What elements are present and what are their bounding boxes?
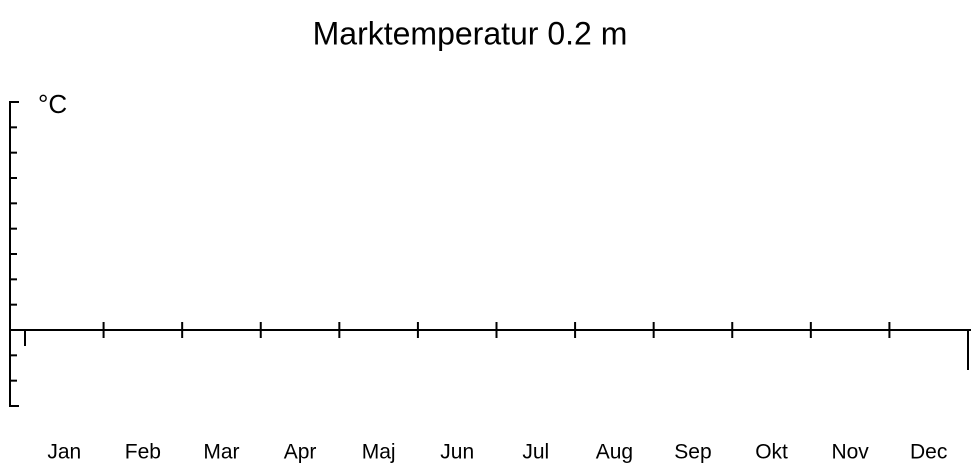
x-tick-label: Jan [47,441,81,464]
x-tick-label: Jul [522,441,549,464]
x-tick-label: Aug [596,441,633,464]
chart-title: Marktemperatur 0.2 m [313,15,628,51]
x-tick-label: Nov [831,441,869,464]
y-axis-unit: °C [38,89,67,119]
x-tick-label: Feb [125,441,161,464]
x-tick-label: Jun [440,441,474,464]
x-tick-label: Okt [755,441,788,464]
x-tick-label: Dec [910,441,947,464]
x-tick-label: Maj [362,441,396,464]
x-tick-label: Sep [674,441,711,464]
x-tick-label: Apr [284,441,317,464]
x-tick-label: Mar [203,441,239,464]
